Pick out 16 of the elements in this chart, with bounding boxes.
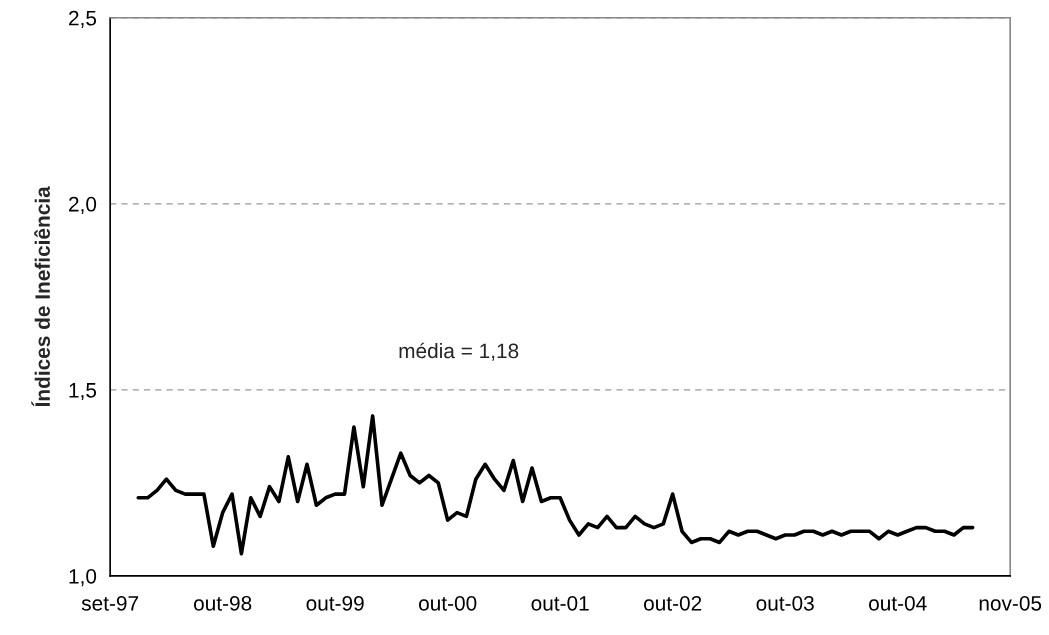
x-tick-label: set-97: [81, 595, 139, 611]
x-tick-label: out-04: [869, 595, 927, 611]
y-tick-label: 2,5: [69, 10, 97, 28]
y-tick-label: 2,0: [69, 196, 97, 215]
x-tick-label: out-98: [193, 595, 252, 611]
x-tick-label: out-99: [306, 595, 364, 611]
x-tick-label: nov-05: [979, 595, 1042, 611]
annotation: média = 1,18: [399, 342, 519, 361]
x-tick-label: out-02: [644, 595, 702, 611]
x-tick-label: out-00: [419, 595, 477, 611]
x-tick-label: out-03: [756, 595, 814, 611]
line-series: [136, 414, 975, 556]
y-tick-label: 1,0: [69, 568, 97, 587]
y-axis-title: Índices de Ineficiência: [31, 186, 50, 407]
y-tick-label: 1,5: [69, 383, 97, 401]
x-tick-label: out-01: [531, 595, 589, 611]
